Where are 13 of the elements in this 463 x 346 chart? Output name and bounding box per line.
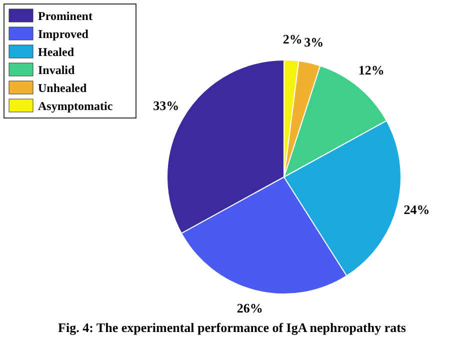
legend-label: Invalid [38,63,76,77]
text: Fig. 4: The experimental performance of IgA nephropathy rats [58,320,406,335]
legend-label: Unhealed [38,81,87,95]
data-label: 3% [304,34,324,50]
legend-label: Asymptomatic [38,99,114,113]
legend-label: Prominent [38,9,92,23]
data-label: 33% [153,98,180,114]
legend-label: Improved [38,27,89,41]
data-label: 26% [236,300,263,316]
data-label: 2% [282,31,302,46]
legend-label: Healed [38,45,74,59]
data-label: 24% [404,202,430,218]
data-label: 12% [358,62,384,78]
